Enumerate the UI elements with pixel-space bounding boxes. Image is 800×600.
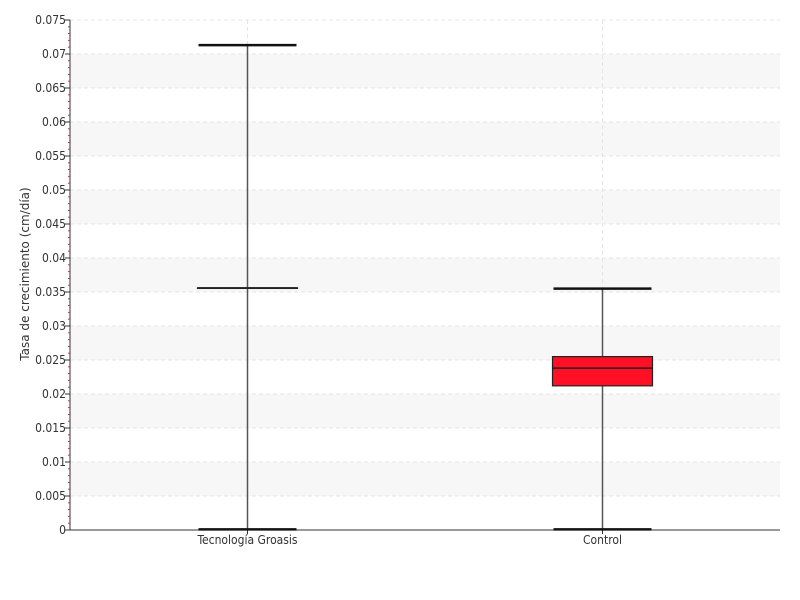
background-band	[70, 190, 780, 224]
background-band	[70, 258, 780, 292]
y-tick-label: 0.06	[42, 115, 66, 129]
y-tick-label: 0.07	[42, 47, 66, 61]
y-tick-label: 0	[59, 523, 66, 537]
x-tick-label: Control	[583, 533, 622, 547]
x-axis: Tecnología Groasis Control	[70, 529, 780, 547]
x-tick-label: Tecnología Groasis	[196, 533, 297, 547]
box-series	[196, 43, 654, 531]
y-tick-label: 0.035	[35, 285, 66, 299]
background-band	[70, 54, 780, 88]
y-tick-label: 0.045	[35, 217, 66, 231]
y-tick-label: 0.05	[42, 183, 66, 197]
box-body	[551, 356, 654, 387]
y-tick-label: 0.025	[35, 353, 66, 367]
y-tick-label: 0.005	[35, 489, 66, 503]
y-tick-label: 0.075	[35, 13, 66, 27]
box-control	[551, 287, 654, 531]
y-axis-title: Tasa de crecimiento (cm/día)	[18, 187, 32, 361]
background-bands	[70, 54, 780, 496]
y-tick-label: 0.015	[35, 421, 66, 435]
background-band	[70, 462, 780, 496]
y-tick-label: 0.055	[35, 149, 66, 163]
background-band	[70, 122, 780, 156]
y-tick-label: 0.02	[42, 387, 66, 401]
y-axis: 0 0.005 0.01 0.015 0.02 0.025 0.03 0.035 0.04 0.0…	[35, 13, 71, 537]
y-tick-label: 0.03	[42, 319, 66, 333]
background-band	[70, 326, 780, 360]
background-band	[70, 394, 780, 428]
y-tick-label: 0.01	[42, 455, 66, 469]
y-tick-label: 0.065	[35, 81, 66, 95]
y-tick-label: 0.04	[42, 251, 66, 265]
box-tecnologia-groasis	[196, 43, 299, 531]
